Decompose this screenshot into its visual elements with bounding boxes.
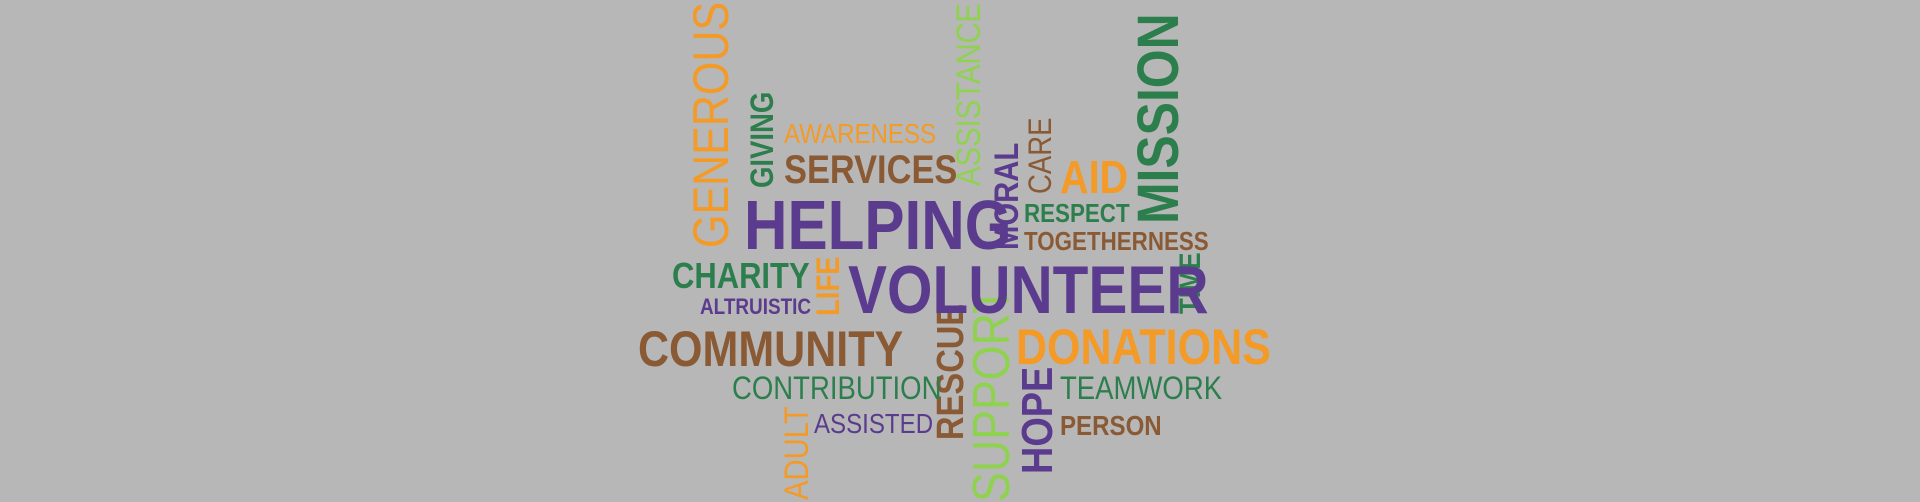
word-generous: GENEROUS (683, 1, 739, 249)
word-togetherness: TOGETHERNESS (1024, 226, 1209, 256)
word-volunteer: VOLUNTEER (848, 252, 1209, 328)
word-giving: GIVING (744, 91, 780, 188)
word-teamwork: TEAMWORK (1060, 370, 1223, 406)
word-care: CARE (1022, 117, 1058, 194)
word-donations: DONATIONS (1016, 319, 1271, 375)
word-adult: ADULT (778, 406, 816, 500)
word-services: SERVICES (784, 148, 958, 192)
word-mission: MISSION (1126, 13, 1191, 224)
word-hope: HOPE (1013, 366, 1062, 474)
word-assisted: ASSISTED (814, 408, 934, 439)
word-aid: AID (1060, 151, 1129, 203)
word-charity: CHARITY (672, 255, 810, 296)
word-altruistic: ALTRUISTIC (700, 294, 812, 319)
word-respect: RESPECT (1024, 198, 1130, 228)
word-community: COMMUNITY (638, 321, 904, 377)
word-awareness: AWARENESS (784, 118, 937, 149)
word-helping: HELPING (744, 186, 1012, 264)
word-person: PERSON (1060, 410, 1162, 441)
word-life: LIFE (810, 256, 846, 316)
word-contribution: CONTRIBUTION (732, 370, 942, 406)
